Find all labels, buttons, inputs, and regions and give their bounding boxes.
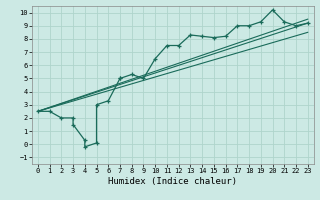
X-axis label: Humidex (Indice chaleur): Humidex (Indice chaleur) <box>108 177 237 186</box>
